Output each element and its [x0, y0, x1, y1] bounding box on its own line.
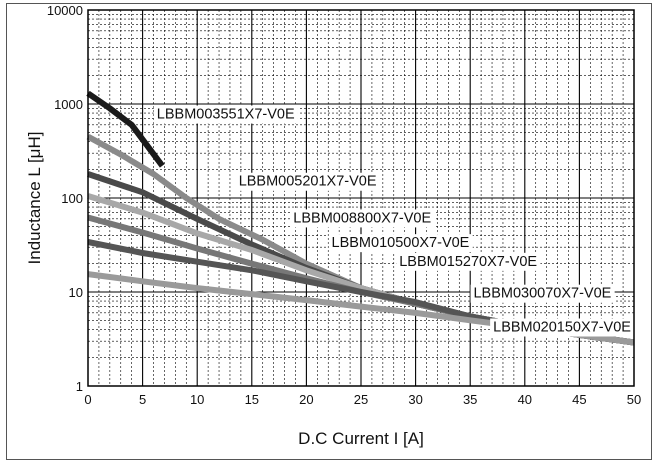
- series-label-2: LBBM008800X7-V0E: [290, 209, 435, 228]
- series-label-bg: [328, 234, 473, 253]
- x-tick-label: 25: [354, 392, 368, 407]
- series-label-text: LBBM020150X7-V0E: [493, 320, 631, 336]
- series-label-bg: [235, 172, 380, 191]
- plot-border: [87, 9, 635, 387]
- series-label-text: LBBM015270X7-V0E: [399, 254, 537, 270]
- x-tick-label: 35: [463, 392, 477, 407]
- y-tick-label: 1: [76, 379, 83, 394]
- series-label-5: LBBM020150X7-V0E: [490, 318, 635, 337]
- series-label-text: LBBM010500X7-V0E: [332, 235, 470, 251]
- x-tick-label: 15: [245, 392, 259, 407]
- series-label-bg: [396, 252, 541, 271]
- x-tick-label: 5: [139, 392, 146, 407]
- series-line-0: [86, 90, 165, 168]
- series-label-text: LBBM030070X7-V0E: [473, 286, 611, 302]
- chart-frame: [6, 3, 652, 460]
- x-tick-label: 20: [299, 392, 313, 407]
- y-axis-title: Inductance L [μH]: [25, 132, 44, 265]
- series-label-bg: [470, 284, 615, 303]
- series-labels: LBBM003551X7-V0E LBBM005201X7-V0E LBBM0088…: [153, 105, 635, 337]
- series-label-text: LBBM005201X7-V0E: [239, 174, 377, 190]
- series-label-text: LBBM008800X7-V0E: [293, 210, 431, 226]
- x-tick-label: 45: [572, 392, 586, 407]
- series-label-bg: [290, 209, 435, 228]
- series-label-4: LBBM015270X7-V0E: [396, 252, 541, 271]
- x-tick-label: 0: [84, 392, 91, 407]
- series-label-bg: [153, 105, 298, 124]
- tick-labels: 0 5 10 15 20 25 30 35 40 45 50 1 10 100 1000 10000: [47, 3, 641, 407]
- y-tick-label: 10000: [47, 3, 83, 18]
- x-tick-label: 30: [408, 392, 422, 407]
- series-label-text: LBBM003551X7-V0E: [157, 107, 295, 123]
- y-tick-label: 100: [61, 191, 83, 206]
- series-label-3: LBBM010500X7-V0E: [328, 234, 473, 253]
- x-axis-title: D.C Current I [A]: [298, 429, 424, 448]
- y-tick-label: 1000: [54, 97, 83, 112]
- x-tick-label: 40: [518, 392, 532, 407]
- y-tick-label: 10: [69, 285, 83, 300]
- series-label-6: LBBM030070X7-V0E: [470, 284, 615, 303]
- series-label-0: LBBM003551X7-V0E: [153, 105, 298, 124]
- x-tick-label: 10: [190, 392, 204, 407]
- series-label-bg: [490, 318, 635, 337]
- x-tick-label: 50: [627, 392, 641, 407]
- series-label-1: LBBM005201X7-V0E: [235, 172, 380, 191]
